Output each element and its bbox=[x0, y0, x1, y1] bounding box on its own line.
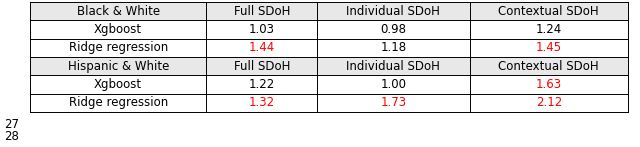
Text: 1.73: 1.73 bbox=[380, 96, 406, 109]
Text: 1.18: 1.18 bbox=[380, 41, 406, 54]
Text: Black & White: Black & White bbox=[77, 5, 160, 18]
Text: 1.03: 1.03 bbox=[249, 23, 275, 36]
Text: Xgboost: Xgboost bbox=[94, 78, 142, 91]
Bar bbox=[30, 57, 628, 75]
Text: Full SDoH: Full SDoH bbox=[234, 5, 290, 18]
Text: 1.63: 1.63 bbox=[536, 78, 562, 91]
Text: Ridge regression: Ridge regression bbox=[68, 41, 168, 54]
Text: 1.32: 1.32 bbox=[249, 96, 275, 109]
Text: 1.22: 1.22 bbox=[248, 78, 275, 91]
Text: Full SDoH: Full SDoH bbox=[234, 60, 290, 73]
Text: Hispanic & White: Hispanic & White bbox=[67, 60, 169, 73]
Text: Individual SDoH: Individual SDoH bbox=[346, 60, 440, 73]
Text: Xgboost: Xgboost bbox=[94, 23, 142, 36]
Text: Ridge regression: Ridge regression bbox=[68, 96, 168, 109]
Text: Contextual SDoH: Contextual SDoH bbox=[499, 5, 599, 18]
Text: 1.44: 1.44 bbox=[248, 41, 275, 54]
Text: Individual SDoH: Individual SDoH bbox=[346, 5, 440, 18]
Text: 2.12: 2.12 bbox=[536, 96, 562, 109]
Text: 28: 28 bbox=[4, 130, 19, 143]
Text: 1.00: 1.00 bbox=[380, 78, 406, 91]
Text: 0.98: 0.98 bbox=[380, 23, 406, 36]
Text: 1.45: 1.45 bbox=[536, 41, 562, 54]
Text: 1.24: 1.24 bbox=[536, 23, 562, 36]
Bar bbox=[30, 2, 628, 20]
Text: 27: 27 bbox=[4, 118, 19, 131]
Text: Contextual SDoH: Contextual SDoH bbox=[499, 60, 599, 73]
